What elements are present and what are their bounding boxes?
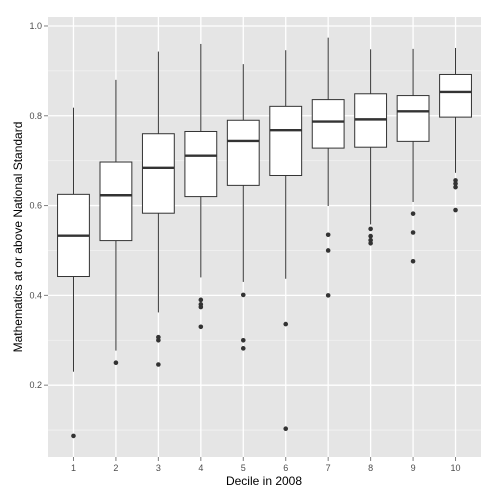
y-tick-label: 0.4 [29, 290, 42, 300]
y-tick-label: 1.0 [29, 21, 42, 31]
box-8 [354, 49, 388, 246]
y-tick-label: 0.2 [29, 380, 42, 390]
x-tick-label: 4 [198, 463, 203, 473]
box-6 [269, 50, 303, 432]
x-tick-label: 10 [451, 463, 461, 473]
outlier-point [113, 360, 119, 366]
x-tick-label: 1 [71, 463, 76, 473]
outlier-point [71, 433, 76, 439]
x-tick-label: 7 [326, 463, 331, 473]
x-tick-label: 8 [368, 463, 373, 473]
outlier-point [453, 207, 458, 213]
outlier-point [240, 292, 246, 298]
box-iqr [184, 130, 218, 198]
outlier-point [410, 230, 416, 235]
x-axis: 1 2 3 4 5 6 7 8 9 10 [71, 457, 461, 473]
outlier-point [156, 337, 161, 343]
x-tick-label: 3 [156, 463, 161, 473]
outlier-point [156, 334, 161, 340]
box-5 [226, 64, 260, 351]
box-iqr [439, 73, 472, 118]
outlier-point [453, 181, 458, 186]
outlier-point [198, 304, 204, 310]
box-3 [141, 51, 175, 367]
box-iqr [226, 119, 260, 186]
box-iqr [269, 105, 303, 176]
outlier-point [453, 178, 458, 183]
outlier-point [410, 211, 416, 216]
box-iqr [396, 95, 430, 142]
box-10 [439, 47, 472, 213]
boxes [57, 37, 472, 439]
x-axis-title: Decile in 2008 [226, 474, 302, 488]
outlier-point [325, 293, 331, 298]
x-tick-label: 2 [113, 463, 118, 473]
outlier-point [198, 324, 204, 330]
outlier-point [368, 233, 373, 239]
outlier-point [368, 240, 373, 246]
outlier-point [198, 297, 204, 303]
box-iqr [99, 161, 133, 242]
outlier-point [240, 337, 246, 343]
outlier-point [453, 184, 458, 190]
y-axis-title: Mathematics at or above National Standar… [11, 122, 25, 353]
box-2 [99, 79, 133, 366]
outlier-point [368, 226, 373, 232]
outlier-point [325, 232, 331, 238]
outlier-point [410, 258, 416, 264]
y-tick-label: 0.8 [29, 111, 42, 121]
x-tick-label: 5 [241, 463, 246, 473]
x-tick-label: 9 [411, 463, 416, 473]
box-iqr [141, 133, 175, 214]
outlier-point [368, 237, 373, 243]
box-4 [184, 43, 218, 330]
outlier-point [325, 248, 331, 253]
box-iqr [311, 99, 345, 149]
y-tick-label: 0.6 [29, 201, 42, 211]
box-1 [57, 107, 90, 439]
outlier-point [156, 362, 161, 367]
box-9 [396, 48, 430, 264]
grid-minor [48, 70, 481, 431]
outlier-point [283, 426, 289, 432]
y-axis: 0.2 0.4 0.6 0.8 1.0 [29, 21, 48, 390]
outlier-point [240, 346, 246, 351]
x-tick-label: 6 [283, 463, 288, 473]
box-7 [311, 37, 345, 298]
outlier-point [283, 321, 289, 327]
